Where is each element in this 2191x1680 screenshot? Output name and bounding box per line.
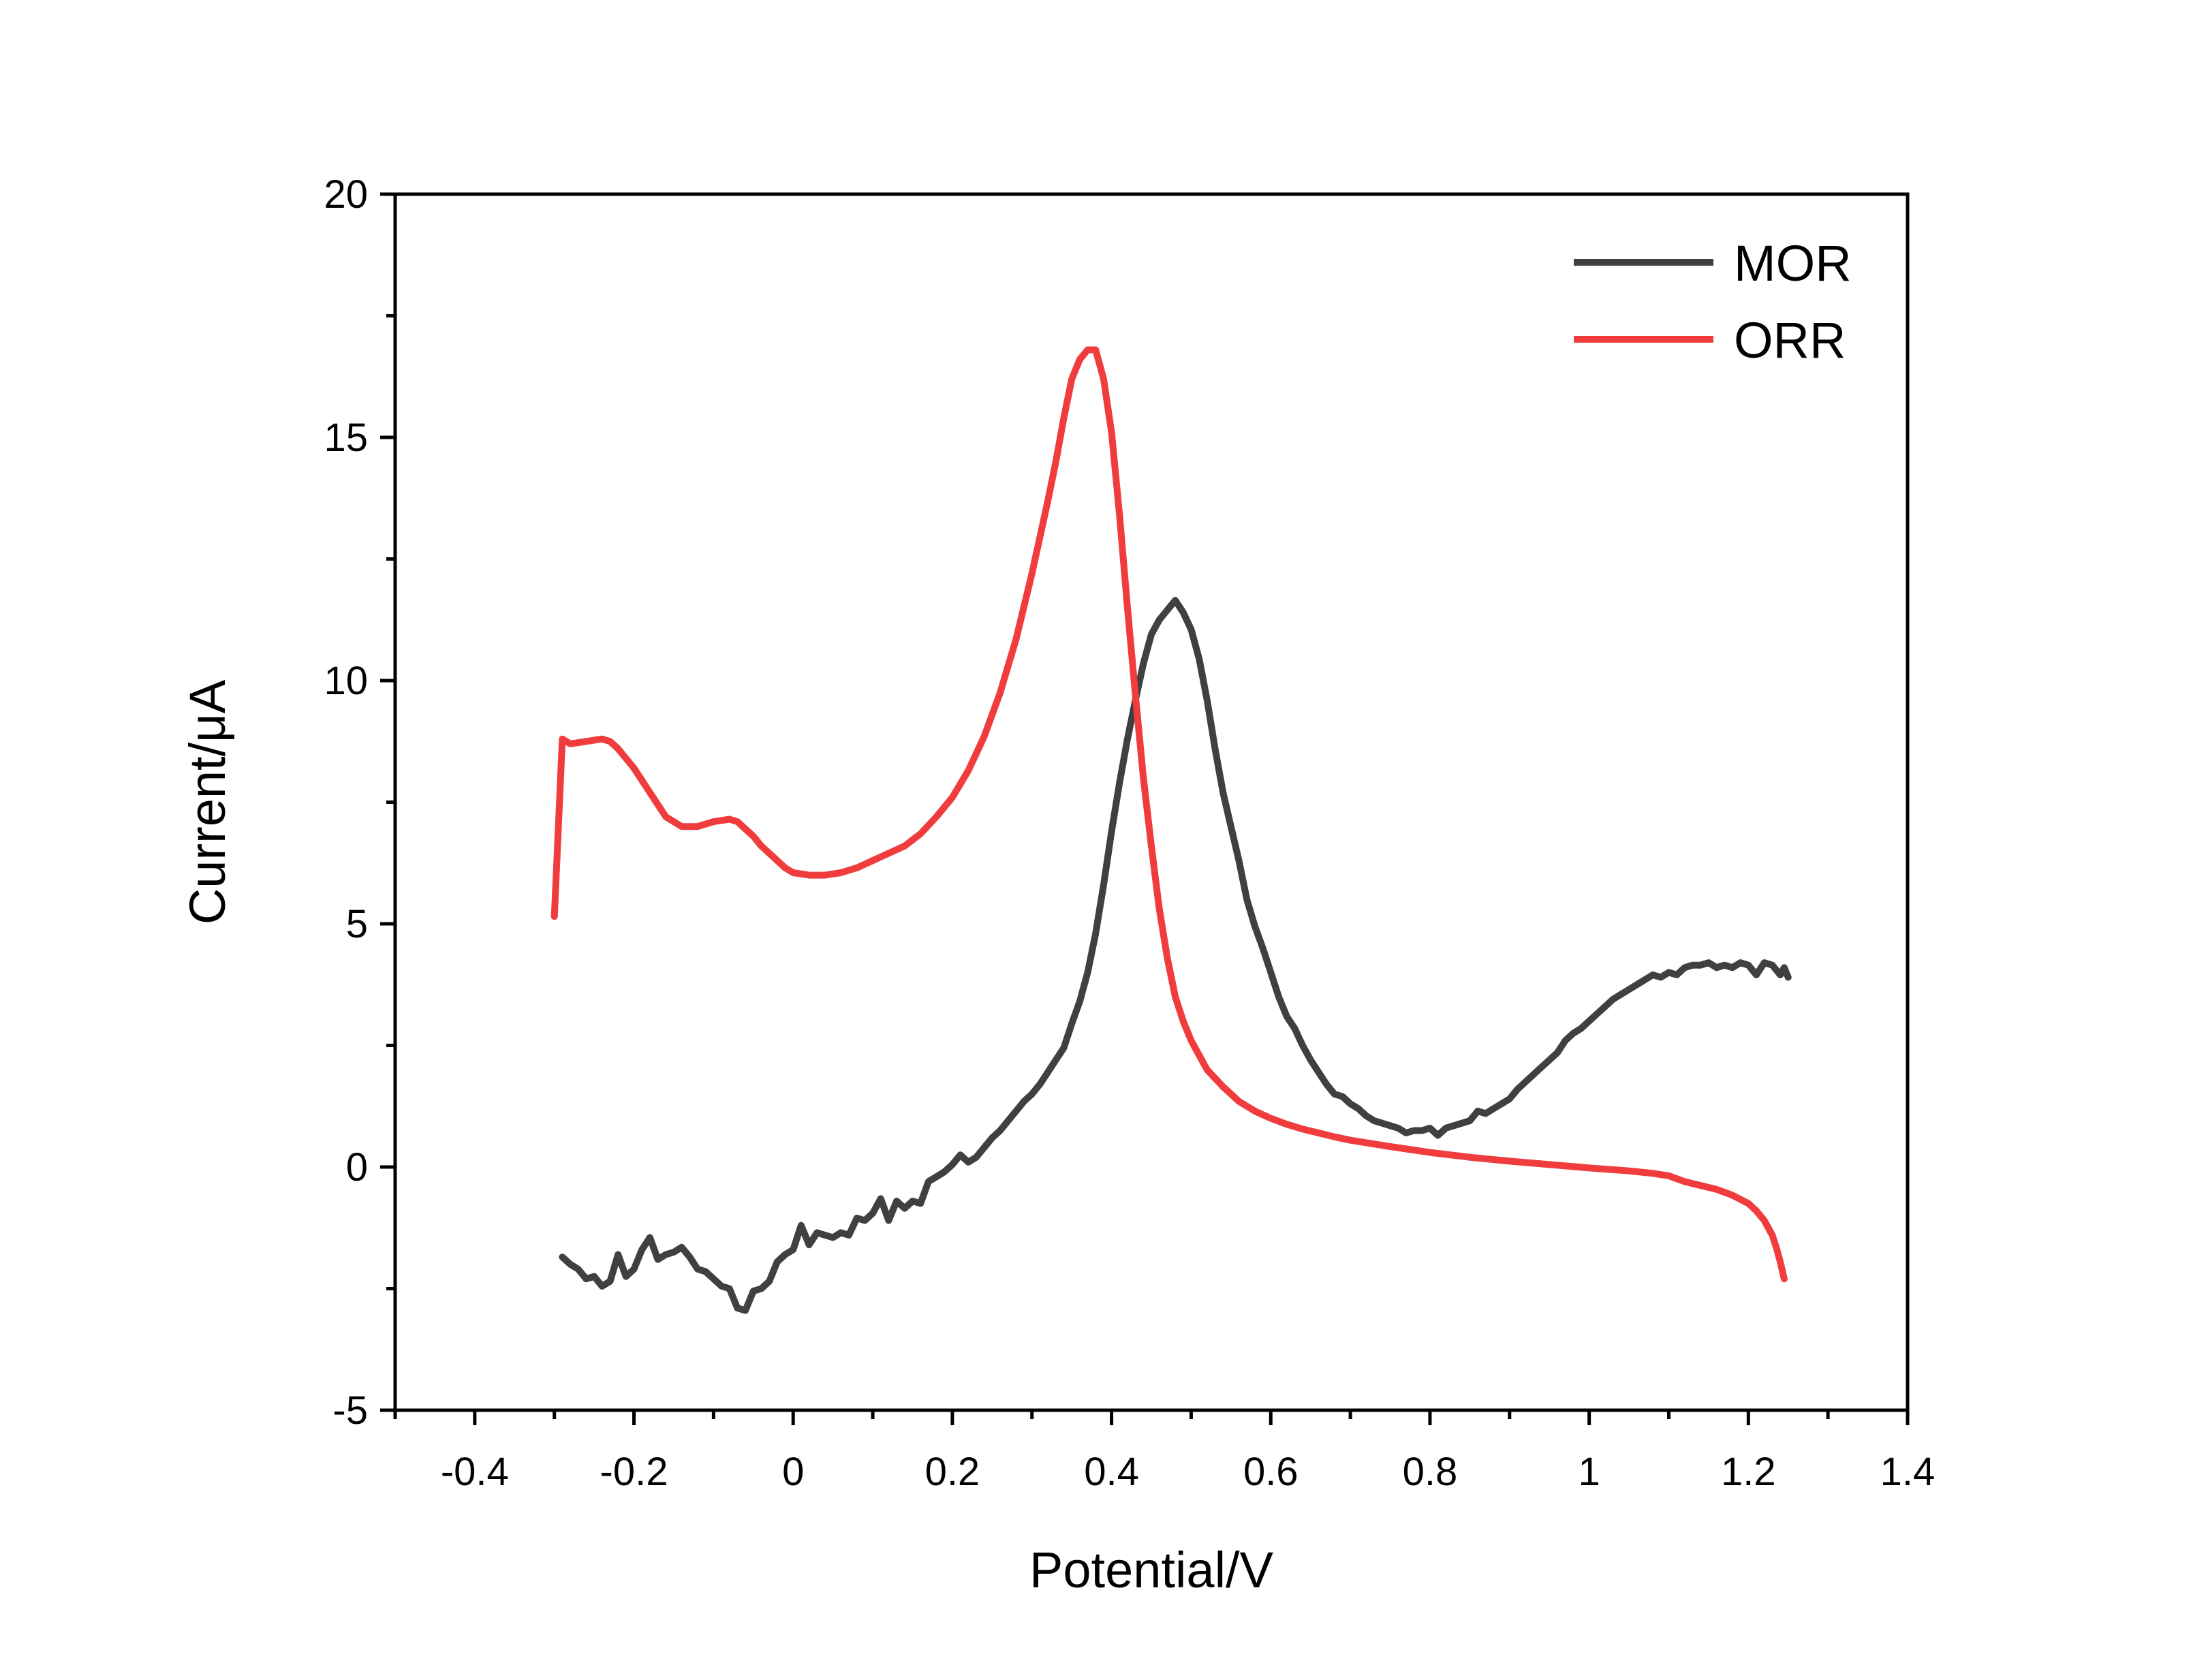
x-tick-label: 0.6 (1243, 1450, 1299, 1494)
x-axis: -0.4 -0.2 0 0.2 0.4 0.6 0.8 1 1.2 1.4 (393, 1410, 1936, 1494)
x-tick-label: 1.2 (1721, 1450, 1776, 1494)
y-tick-label: -5 (332, 1388, 368, 1433)
legend: MOR ORR (1574, 235, 1852, 369)
x-tick-label: 0.8 (1403, 1450, 1458, 1494)
x-tick-label: 0 (782, 1450, 804, 1494)
y-tick-label: 15 (324, 416, 368, 460)
x-axis-title: Potential/V (1029, 1542, 1274, 1598)
y-tick-label: 10 (324, 659, 368, 703)
x-tick-label: 0.4 (1084, 1450, 1139, 1494)
legend-label-mor: MOR (1734, 235, 1852, 292)
y-tick-label: 5 (346, 902, 368, 946)
series-line-mor (559, 597, 1792, 1314)
y-axis: -5 0 5 10 15 20 (324, 172, 395, 1433)
x-tick-label: -0.4 (441, 1450, 509, 1494)
y-tick-label: 20 (324, 172, 368, 217)
y-axis-title: Current/μA (179, 679, 236, 924)
legend-label-orr: ORR (1734, 312, 1846, 369)
y-tick-label: 0 (346, 1145, 368, 1189)
series-line-orr (550, 346, 1788, 1283)
x-tick-label: 1.4 (1880, 1450, 1936, 1494)
x-tick-label: 1 (1578, 1450, 1600, 1494)
series-layer (550, 346, 1792, 1314)
x-tick-label: 0.2 (925, 1450, 980, 1494)
x-tick-label: -0.2 (600, 1450, 668, 1494)
